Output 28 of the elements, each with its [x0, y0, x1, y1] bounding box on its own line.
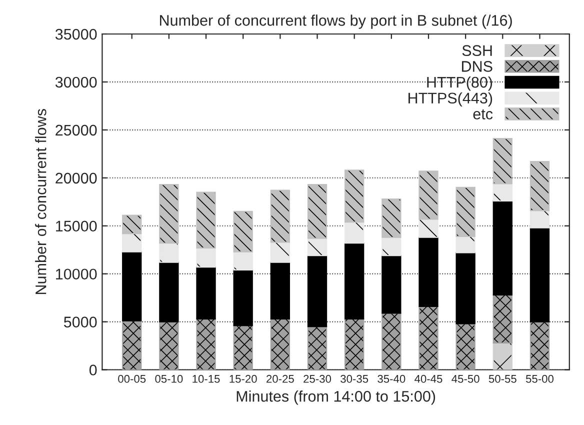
y-tick-label: 5000 [64, 316, 97, 328]
y-tick-label: 35000 [55, 28, 97, 40]
x-tick-label: 35-40 [378, 374, 406, 383]
legend-label: HTTP(80) [427, 76, 492, 91]
x-tick-label: 10-15 [192, 374, 220, 383]
y-tick-label: 10000 [56, 268, 97, 280]
y-tick-label: 20000 [56, 172, 97, 184]
y-tick-label: 25000 [56, 124, 97, 136]
legend-label: SSH [462, 45, 492, 56]
x-tick-label: 40-45 [414, 374, 442, 383]
legend-label: etc [473, 109, 493, 120]
chart-title: Number of concurrent flows by port in B subnet (/16) [160, 14, 512, 29]
x-tick-label: 55-00 [526, 374, 554, 383]
x-tick-label: 50-55 [488, 374, 516, 383]
x-tick-label: 25-30 [304, 374, 332, 383]
legend-label: HTTPS(443) [408, 92, 492, 107]
y-axis-title: Number of concurrent flows [35, 109, 46, 294]
x-tick-label: 30-35 [340, 374, 368, 383]
x-tick-label: 15-20 [230, 374, 257, 383]
x-tick-label: 00-05 [118, 374, 146, 383]
x-tick-label: 05-10 [155, 374, 183, 383]
y-tick-label: 30000 [55, 76, 97, 88]
legend-label: DNS [462, 61, 492, 72]
x-axis-title: Minutes (from 14:00 to 15:00) [236, 390, 436, 405]
y-tick-label: 0 [89, 364, 97, 376]
x-tick-label: 20-25 [266, 374, 294, 383]
y-tick-label: 15000 [56, 220, 97, 232]
x-tick-label: 45-50 [452, 374, 480, 383]
